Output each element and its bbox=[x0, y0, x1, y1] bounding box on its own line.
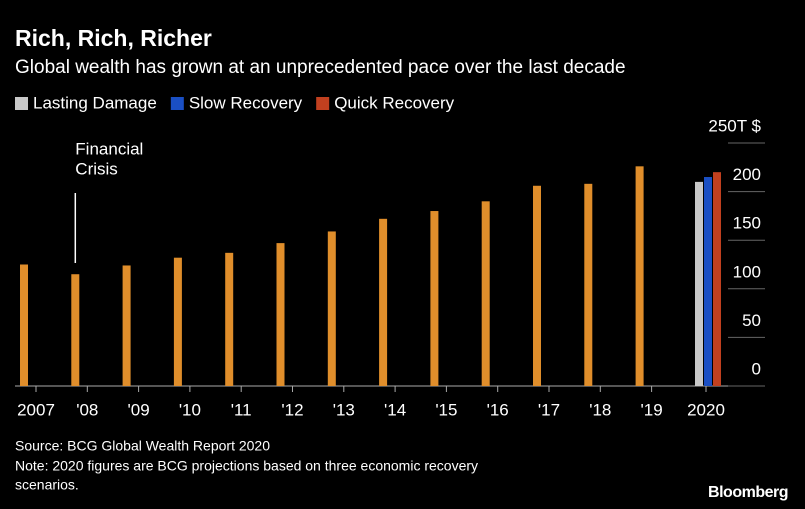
x-tick-label: '15 bbox=[435, 400, 457, 419]
note: scenarios. bbox=[15, 477, 79, 493]
x-tick-label: '16 bbox=[487, 400, 509, 419]
bar bbox=[122, 265, 131, 386]
bar bbox=[635, 166, 644, 386]
bar bbox=[533, 185, 541, 386]
x-tick-label: '13 bbox=[333, 400, 355, 419]
bar bbox=[695, 181, 703, 386]
bar bbox=[225, 252, 234, 386]
legend-label: Slow Recovery bbox=[189, 93, 303, 112]
x-tick-label: '17 bbox=[538, 400, 560, 419]
bar bbox=[430, 211, 439, 386]
chart-subtitle: Global wealth has grown at an unpreceden… bbox=[15, 57, 626, 78]
bar bbox=[584, 183, 593, 386]
bar bbox=[713, 172, 721, 386]
note: Note: 2020 figures are BCG projections b… bbox=[15, 458, 478, 474]
y-tick-label: 150 bbox=[733, 214, 761, 233]
x-tick-label: 2020 bbox=[687, 400, 725, 419]
bar bbox=[327, 231, 336, 386]
x-tick-label: '12 bbox=[281, 400, 303, 419]
bar bbox=[276, 243, 285, 386]
x-tick-label: 2007 bbox=[17, 400, 55, 419]
legend-label: Quick Recovery bbox=[334, 93, 454, 112]
x-tick-label: '19 bbox=[641, 400, 663, 419]
x-tick-label: '14 bbox=[384, 400, 406, 419]
y-tick-label: 50 bbox=[742, 311, 761, 330]
x-tick-label: '18 bbox=[589, 400, 611, 419]
legend-swatch bbox=[316, 97, 330, 110]
legend-swatch bbox=[15, 97, 28, 110]
source: Source: BCG Global Wealth Report 2020 bbox=[15, 438, 270, 454]
bar bbox=[20, 264, 28, 386]
annotation: Crisis bbox=[75, 159, 118, 178]
x-tick-label: '09 bbox=[128, 400, 150, 419]
bar bbox=[379, 218, 388, 386]
brand: Bloomberg bbox=[708, 484, 788, 501]
bar bbox=[173, 257, 182, 386]
legend-swatch bbox=[170, 97, 184, 110]
bar bbox=[71, 274, 80, 386]
chart-title: Rich, Rich, Richer bbox=[15, 25, 212, 51]
y-tick-label: 250T $ bbox=[708, 116, 761, 135]
x-tick-label: '10 bbox=[179, 400, 201, 419]
x-tick-label: '08 bbox=[76, 400, 98, 419]
annotation: Financial bbox=[75, 139, 143, 158]
legend-label: Lasting Damage bbox=[33, 93, 157, 112]
y-tick-label: 200 bbox=[733, 165, 761, 184]
bar bbox=[481, 201, 490, 386]
x-tick-label: '11 bbox=[231, 400, 252, 419]
bar bbox=[704, 177, 712, 386]
y-tick-label: 0 bbox=[752, 359, 761, 378]
y-tick-label: 100 bbox=[733, 262, 761, 281]
